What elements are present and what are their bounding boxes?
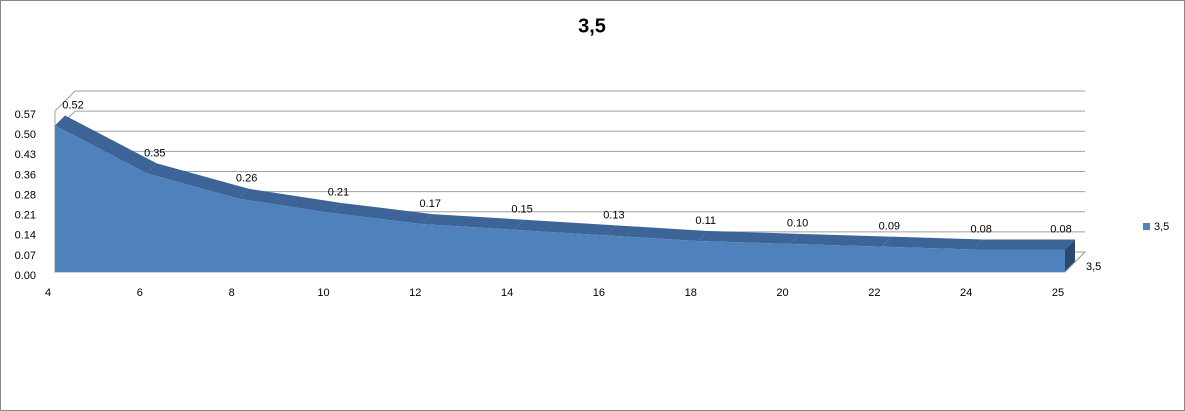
chart-title: 3,5 <box>578 15 606 37</box>
data-label: 0.11 <box>695 215 716 227</box>
area-top-face <box>55 115 157 174</box>
y-tick-label: 0.21 <box>15 210 36 222</box>
area <box>55 125 1065 273</box>
data-label: 0.21 <box>328 187 349 199</box>
data-label: 0.08 <box>970 223 991 235</box>
y-tick-label: 0.14 <box>15 230 36 242</box>
data-label: 0.26 <box>236 173 257 185</box>
x-tick-label: 4 <box>45 287 51 299</box>
legend-swatch <box>1143 223 1150 230</box>
y-tick-label: 0.36 <box>15 169 36 181</box>
x-tick-label: 16 <box>593 287 605 299</box>
area-top-face <box>146 163 249 199</box>
y-tick-label: 0.50 <box>15 129 36 141</box>
x-tick-label: 22 <box>868 287 880 299</box>
depth-axis <box>1064 251 1086 273</box>
area-top-face <box>697 231 800 244</box>
data-label: 0.10 <box>787 218 808 230</box>
legend-label: 3,5 <box>1154 221 1169 233</box>
area-top-face <box>238 188 341 213</box>
x-tick-label: 20 <box>776 287 788 299</box>
x-tick-label: 8 <box>229 287 235 299</box>
y-tick-label: 0.07 <box>15 250 36 262</box>
x-tick-label: 10 <box>317 287 329 299</box>
y-tick-label: 0.28 <box>15 189 36 201</box>
grid-line-side <box>54 90 76 112</box>
area-top-face <box>330 202 433 225</box>
x-tick-label: 24 <box>960 287 972 299</box>
area-top-face <box>605 225 708 242</box>
data-label: 0.17 <box>420 198 441 210</box>
y-tick-label: 0.57 <box>15 109 36 121</box>
x-tick-label: 14 <box>501 287 513 299</box>
data-label: 0.09 <box>879 221 900 233</box>
data-label: 0.35 <box>144 147 165 159</box>
y-tick-label: 0.43 <box>15 149 36 161</box>
area-top-face <box>422 214 525 230</box>
y-tick-label: 0.00 <box>15 270 36 282</box>
x-tick-label: 25 <box>1052 287 1064 299</box>
x-tick-label: 12 <box>409 287 421 299</box>
x-tick-label: 18 <box>685 287 697 299</box>
area-top-face <box>881 236 984 250</box>
x-tick-label: 6 <box>137 287 143 299</box>
data-label: 0.13 <box>603 209 624 221</box>
data-label: 0.15 <box>511 204 532 216</box>
area-top-face <box>973 239 1075 250</box>
area-top-face <box>789 233 892 247</box>
data-label: 0.08 <box>1050 223 1071 235</box>
data-label: 0.52 <box>62 99 83 111</box>
depth-label: 3,5 <box>1086 261 1101 273</box>
area-top-face <box>514 219 616 236</box>
